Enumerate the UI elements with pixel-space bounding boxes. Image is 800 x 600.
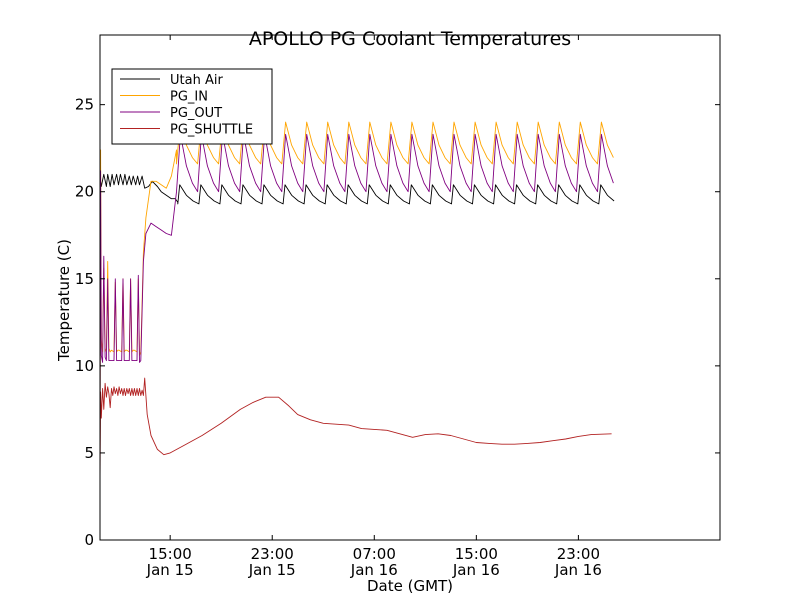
x-tick-label-date: Jan 16 (554, 561, 602, 579)
x-tick-label-date: Jan 16 (350, 561, 398, 579)
y-tick-label: 0 (84, 531, 94, 549)
y-tick-label: 10 (75, 357, 94, 375)
legend-label: PG_IN (170, 90, 208, 105)
chart-title: APOLLO PG Coolant Temperatures (249, 28, 571, 50)
x-tick-label-time: 23:00 (251, 545, 294, 563)
legend-box (111, 68, 273, 145)
x-tick-label-date: Jan 15 (146, 561, 194, 579)
x-axis-label: Date (GMT) (367, 577, 453, 595)
x-tick-label-date: Jan 15 (248, 561, 296, 579)
x-tick-label-time: 15:00 (149, 545, 192, 563)
legend-label: PG_SHUTTLE (170, 123, 253, 138)
y-tick-label: 15 (75, 270, 94, 288)
y-tick-label: 5 (84, 444, 94, 462)
legend-label: PG_OUT (170, 106, 222, 121)
series-line-utah-air (100, 173, 615, 205)
x-tick-label-time: 15:00 (455, 545, 498, 563)
y-axis-label: Temperature (C) (55, 239, 73, 362)
x-tick-label-date: Jan 16 (452, 561, 500, 579)
plot-frame (99, 34, 721, 541)
y-axis: 0 5 10 15 20 25 (75, 96, 720, 549)
legend-label: Utah Air (170, 73, 223, 88)
x-tick-label-time: 07:00 (353, 545, 396, 563)
series-line-pg-shuttle (100, 377, 612, 483)
series-layer (100, 121, 615, 483)
y-tick-label: 20 (75, 183, 94, 201)
y-tick-label: 25 (75, 96, 94, 114)
series-line-pg-in (100, 121, 614, 480)
x-tick-label-time: 23:00 (557, 545, 600, 563)
series-line-pg-out (100, 133, 614, 480)
